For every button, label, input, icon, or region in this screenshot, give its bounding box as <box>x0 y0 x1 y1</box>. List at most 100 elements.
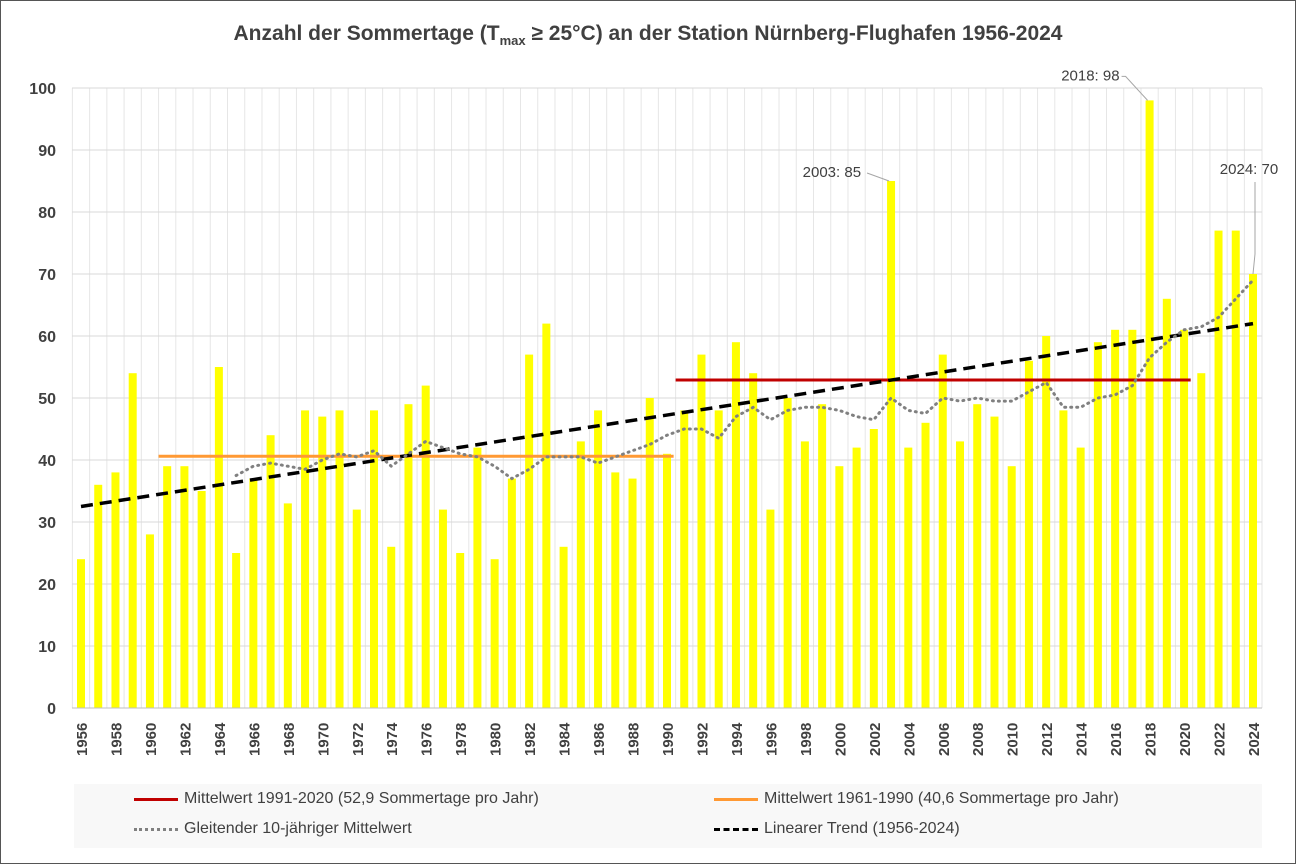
bar-1959 <box>128 373 137 708</box>
x-tick-label: 1986 <box>591 723 608 756</box>
bar-2000 <box>835 466 844 708</box>
x-tick-label: 1978 <box>453 723 470 756</box>
bar-1992 <box>697 354 706 708</box>
x-tick-label: 2010 <box>1005 723 1022 756</box>
bar-1983 <box>542 323 551 708</box>
legend: Mittelwert 1991-2020 (52,9 Sommertage pr… <box>74 784 1262 848</box>
x-tick-label: 1988 <box>626 723 643 756</box>
x-tick-label: 2012 <box>1039 723 1056 756</box>
x-tick-label: 2002 <box>867 723 884 756</box>
bar-2016 <box>1111 329 1120 708</box>
x-tick-label: 1984 <box>557 722 574 756</box>
bar-1966 <box>249 478 258 708</box>
annotation-label: 2003: 85 <box>803 164 861 181</box>
bar-1972 <box>352 509 361 708</box>
bar-1965 <box>232 553 241 708</box>
x-tick-label: 1972 <box>350 723 367 756</box>
bar-2010 <box>1007 466 1016 708</box>
bar-1988 <box>628 478 637 708</box>
bar-2021 <box>1197 373 1206 708</box>
legend-label: Linearer Trend (1956-2024) <box>764 820 960 837</box>
bar-2020 <box>1180 329 1189 708</box>
bar-1964 <box>214 367 223 708</box>
bar-1990 <box>663 453 671 708</box>
bar-1970 <box>318 416 327 708</box>
legend-item-trend: Linearer Trend (1956-2024) <box>714 820 960 838</box>
x-tick-label: 1998 <box>798 723 815 756</box>
bar-1979 <box>473 447 482 708</box>
bar-1962 <box>180 466 189 708</box>
y-tick-label: 90 <box>38 143 56 160</box>
y-tick-label: 10 <box>38 639 56 656</box>
x-tick-label: 2006 <box>936 723 953 756</box>
bar-2019 <box>1162 298 1171 708</box>
moving-average-line <box>234 278 1255 481</box>
x-tick-label: 1990 <box>660 723 677 756</box>
x-tick-label: 1964 <box>212 722 229 756</box>
bar-1976 <box>421 385 430 708</box>
bar-1993 <box>714 410 723 708</box>
y-tick-label: 80 <box>38 205 56 222</box>
bar-1995 <box>749 373 758 708</box>
bar-1968 <box>283 503 292 708</box>
bar-2006 <box>938 354 947 708</box>
bar-1987 <box>611 472 620 708</box>
legend-item-mean-1991-2020: Mittelwert 1991-2020 (52,9 Sommertage pr… <box>134 790 539 808</box>
bar-1982 <box>525 354 534 708</box>
x-tick-label: 1982 <box>522 723 539 756</box>
annotation-label: 2024: 70 <box>1220 161 1278 178</box>
annotation-label: 2018: 98 <box>1061 67 1119 84</box>
legend-label: Mittelwert 1961-1990 (40,6 Sommertage pr… <box>764 790 1119 807</box>
title-subscript: max <box>499 33 526 49</box>
bar-1963 <box>197 491 206 708</box>
x-tick-label: 1980 <box>488 723 505 756</box>
x-tick-label: 2014 <box>1074 722 1091 756</box>
bar-1975 <box>404 404 413 708</box>
bar-1999 <box>818 404 827 708</box>
title-text: Anzahl der Sommertage (T <box>233 22 500 45</box>
bar-1969 <box>301 410 310 708</box>
y-tick-label: 60 <box>38 329 56 346</box>
x-tick-label: 1974 <box>384 722 401 756</box>
bar-1984 <box>559 546 568 708</box>
bar-1971 <box>335 410 344 708</box>
annotation-leader-line <box>1121 75 1148 101</box>
legend-item-moving-average: Gleitender 10-jähriger Mittelwert <box>134 820 412 838</box>
title-text-end: ≥ 25°C) an der Station Nürnberg-Flughafe… <box>525 22 1063 45</box>
bar-1989 <box>645 398 654 708</box>
legend-swatch <box>714 827 758 831</box>
x-tick-label: 1966 <box>246 723 263 756</box>
bar-1981 <box>507 478 516 708</box>
bar-1977 <box>438 509 447 708</box>
bar-2002 <box>869 429 878 708</box>
x-tick-label: 2004 <box>901 722 918 756</box>
x-tick-label: 1992 <box>694 723 711 756</box>
bar-2008 <box>973 404 982 708</box>
bar-2004 <box>904 447 913 708</box>
bar-1974 <box>387 546 396 708</box>
x-tick-label: 1976 <box>419 723 436 756</box>
trend-line <box>80 321 1254 509</box>
bar-2024 <box>1249 274 1257 708</box>
x-tick-label: 2008 <box>970 723 987 756</box>
bar-2011 <box>1024 360 1033 708</box>
bar-2013 <box>1059 410 1068 708</box>
x-tick-label: 1960 <box>143 723 160 756</box>
y-tick-label: 0 <box>47 701 56 718</box>
bar-1986 <box>594 410 603 708</box>
bar-1996 <box>766 509 775 708</box>
y-tick-label: 30 <box>38 515 56 532</box>
x-tick-label: 1962 <box>177 723 194 756</box>
x-tick-label: 2024 <box>1246 722 1263 756</box>
bar-1997 <box>783 398 792 708</box>
x-tick-label: 1958 <box>108 723 125 756</box>
bar-2018 <box>1145 100 1154 708</box>
legend-item-mean-1961-1990: Mittelwert 1961-1990 (40,6 Sommertage pr… <box>714 790 1119 808</box>
bar-1994 <box>731 342 740 708</box>
x-tick-label: 1968 <box>281 723 298 756</box>
bar-1973 <box>370 410 378 708</box>
y-tick-label: 20 <box>38 577 56 594</box>
x-tick-label: 2016 <box>1108 723 1125 756</box>
y-tick-label: 40 <box>38 453 56 470</box>
